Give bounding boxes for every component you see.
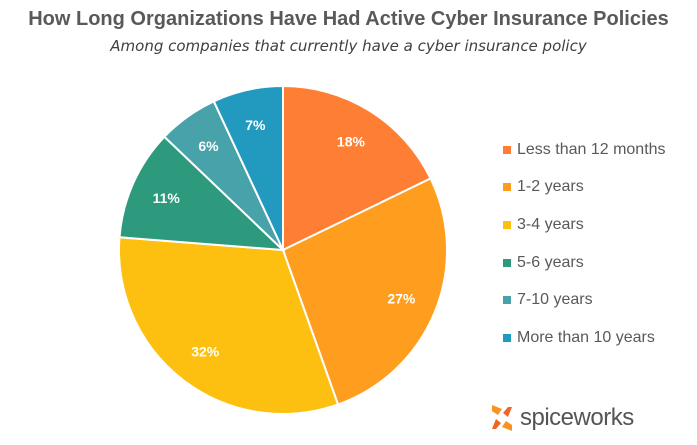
legend-item: Less than 12 months [503, 131, 666, 169]
legend: Less than 12 months 1-2 years 3-4 years 5-6… [503, 131, 666, 357]
legend-label: Less than 12 months [517, 140, 666, 158]
pie-slice [118, 135, 286, 252]
legend-label: 3-4 years [517, 215, 584, 233]
legend-swatch [503, 258, 511, 267]
legend-label: 5-6 years [517, 253, 584, 271]
legend-label: 7-10 years [517, 291, 593, 309]
pie-slice [118, 236, 340, 415]
pie-slice [281, 177, 448, 406]
legend-label: More than 10 years [517, 328, 655, 346]
data-label: 27% [387, 290, 416, 306]
logo-text: spiceworks [520, 404, 634, 431]
legend-swatch [503, 296, 511, 305]
legend-item: 3-4 years [503, 206, 666, 244]
spiceworks-logo: spiceworks [488, 403, 634, 433]
legend-swatch [503, 183, 511, 192]
chart-title: How Long Organizations Have Had Active C… [28, 8, 669, 30]
legend-label: 1-2 years [517, 178, 584, 196]
legend-swatch [503, 220, 511, 229]
legend-item: 1-2 years [503, 169, 666, 207]
legend-item: 7-10 years [503, 281, 666, 319]
legend-item: More than 10 years [503, 319, 666, 357]
chart-subtitle: Among companies that currently have a cy… [110, 37, 587, 55]
legend-item: 5-6 years [503, 244, 666, 282]
data-label: 6% [198, 138, 219, 154]
data-label: 7% [245, 117, 266, 133]
data-label: 11% [153, 190, 181, 206]
pie-slice [212, 84, 284, 251]
pie-slice [282, 84, 432, 252]
data-label: 32% [191, 344, 220, 360]
data-label: 18% [337, 134, 366, 150]
legend-swatch [503, 333, 511, 342]
spiceworks-logo-icon [492, 405, 512, 431]
legend-swatch [503, 145, 511, 154]
